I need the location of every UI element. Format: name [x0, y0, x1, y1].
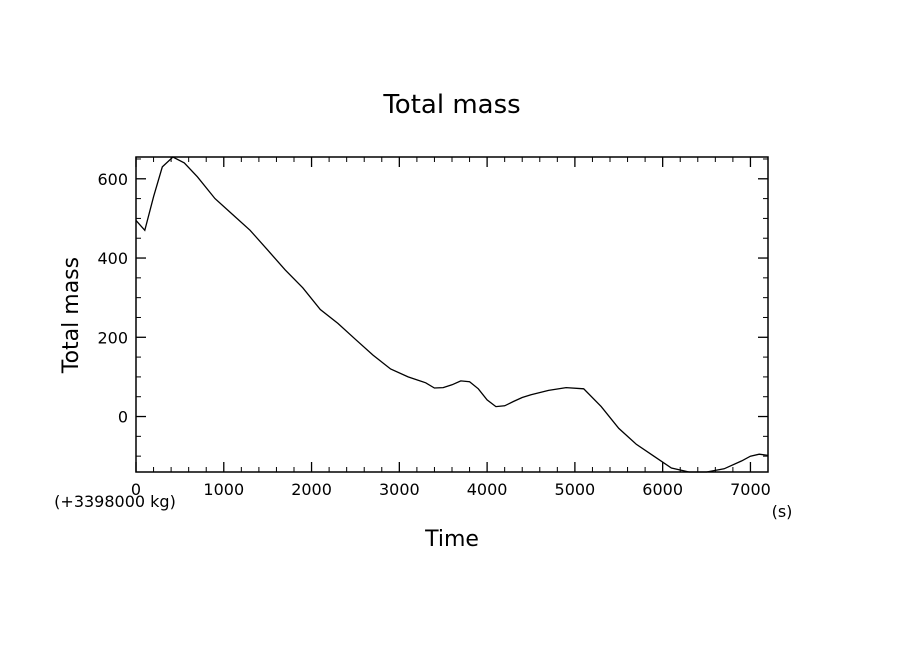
y-tick-label: 0: [118, 408, 128, 427]
y-tick-label: 200: [97, 328, 128, 347]
x-axis-label: Time: [424, 527, 479, 552]
x-tick-label: 5000: [555, 480, 596, 499]
x-tick-label: 2000: [291, 480, 332, 499]
x-unit-label: (s): [772, 502, 793, 521]
x-tick-label: 0: [131, 480, 141, 499]
y-tick-label: 600: [97, 170, 128, 189]
x-tick-label: 7000: [730, 480, 771, 499]
y-tick-label: 400: [97, 249, 128, 268]
x-tick-label: 1000: [203, 480, 244, 499]
y-axis-label: Total mass: [59, 257, 84, 374]
y-ticks: 0 200 400 600: [97, 170, 768, 427]
plot-frame: [135, 156, 769, 473]
x-tick-label: 6000: [642, 480, 683, 499]
minor-ticks: [136, 157, 768, 472]
x-tick-label: 3000: [379, 480, 420, 499]
x-tick-label: 4000: [467, 480, 508, 499]
x-ticks: 0 1000 2000 3000 4000 5000 6000 7000: [131, 157, 771, 499]
y-offset-label: (+3398000 kg): [54, 492, 176, 511]
chart-title: Total mass: [382, 90, 520, 120]
series-line: [135, 156, 769, 473]
